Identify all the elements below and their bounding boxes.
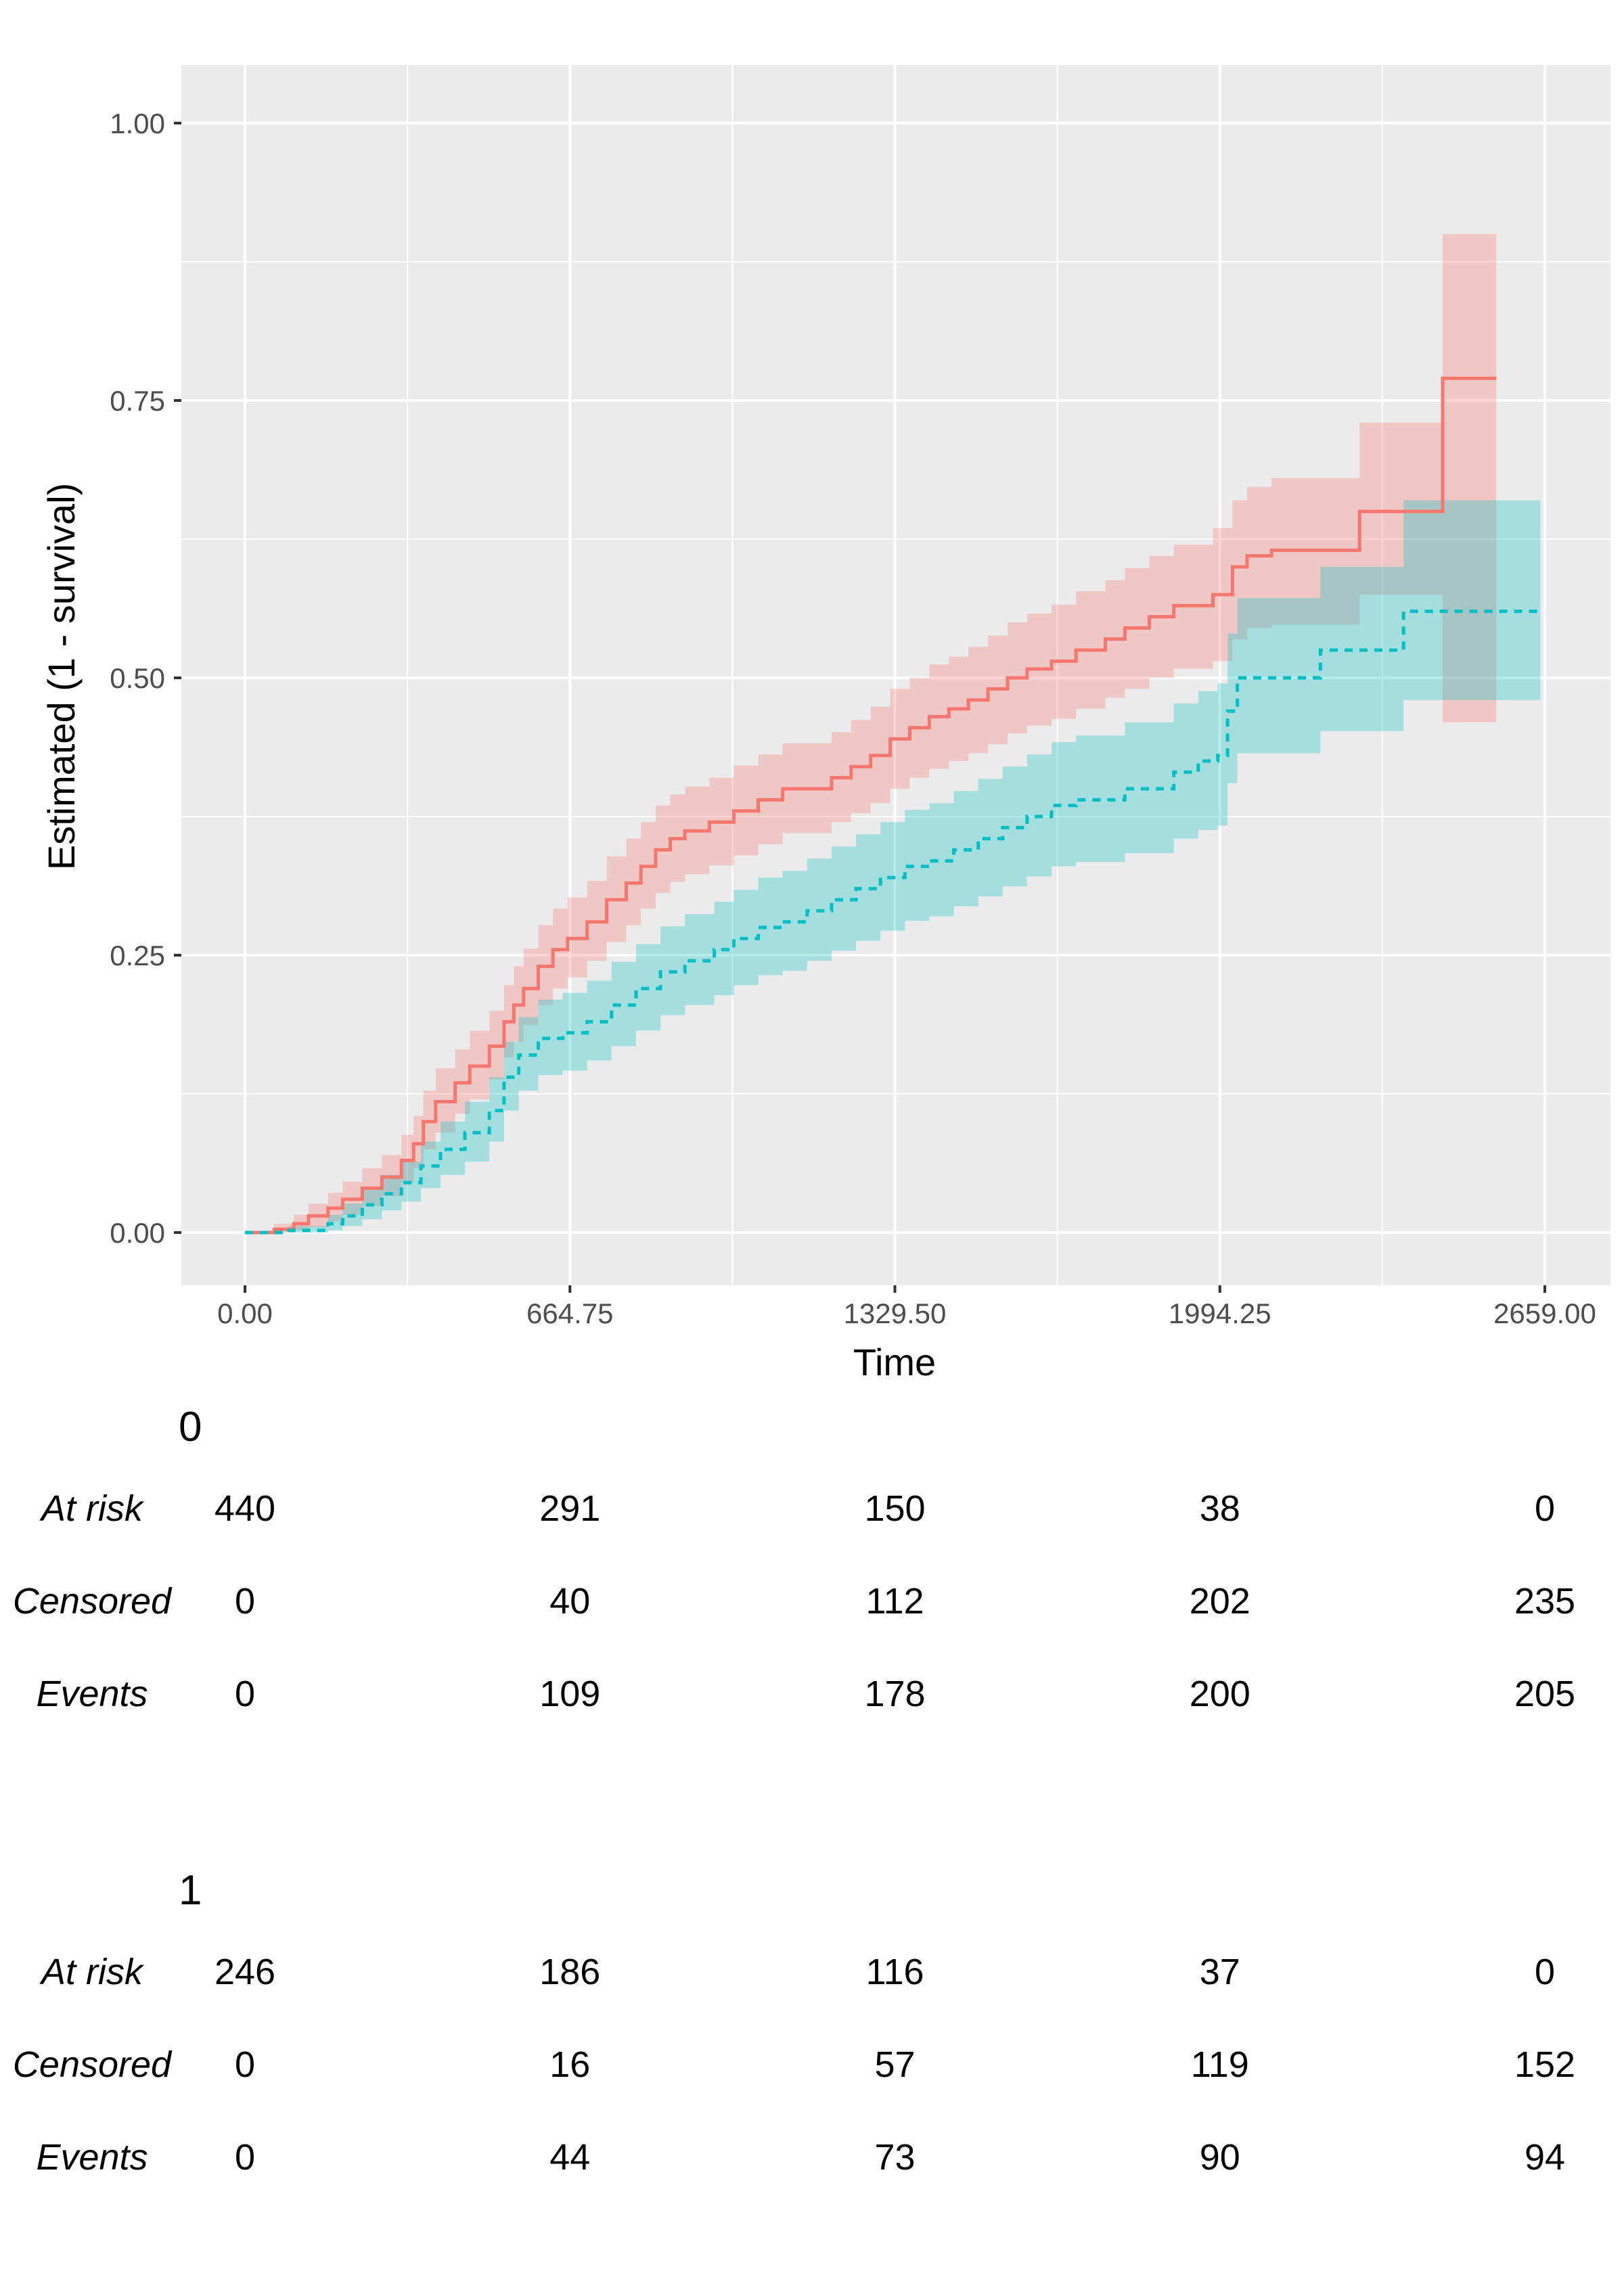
y-tick-label: 0.50 bbox=[110, 662, 165, 694]
risk-table-cell: 186 bbox=[539, 1952, 600, 1992]
risk-table-cell: 291 bbox=[539, 1488, 600, 1529]
risk-table-cell: 235 bbox=[1514, 1581, 1575, 1622]
risk-row-label: At risk bbox=[39, 1488, 145, 1529]
risk-table-cell: 150 bbox=[864, 1488, 925, 1529]
risk-table-cell: 0 bbox=[235, 2137, 255, 2178]
confidence-band-series-0 bbox=[245, 234, 1497, 1233]
risk-table-cell: 73 bbox=[874, 2137, 915, 2178]
risk-table-cell: 112 bbox=[865, 1581, 924, 1622]
x-tick-label: 1994.25 bbox=[1169, 1298, 1271, 1329]
x-tick-label: 664.75 bbox=[526, 1298, 613, 1329]
risk-table-cell: 57 bbox=[874, 2044, 915, 2085]
y-tick-label: 0.25 bbox=[110, 940, 165, 971]
risk-row-label: Events bbox=[36, 2137, 148, 2178]
risk-table-cell: 202 bbox=[1190, 1581, 1250, 1622]
risk-row-label: Censored bbox=[13, 1581, 173, 1622]
risk-table-cell: 0 bbox=[1535, 1952, 1555, 1992]
risk-row-label: At risk bbox=[39, 1952, 145, 1992]
x-tick-label: 2659.00 bbox=[1493, 1298, 1596, 1329]
x-axis-title: Time bbox=[853, 1341, 936, 1383]
series-lines bbox=[245, 376, 1541, 1235]
confidence-band-series-1 bbox=[245, 500, 1541, 1233]
risk-table-cell: 0 bbox=[1535, 1488, 1555, 1529]
y-axis-title: Estimated (1 - survival) bbox=[40, 483, 83, 871]
risk-table-cell: 116 bbox=[865, 1952, 924, 1992]
risk-table-cell: 205 bbox=[1514, 1674, 1575, 1714]
survival-line-series-0 bbox=[245, 376, 1497, 1235]
risk-table-cell: 44 bbox=[549, 2137, 590, 2178]
risk-table-cell: 440 bbox=[215, 1488, 275, 1529]
risk-group-1: 1 At risk 246 186 116 37 0 Censored 0 16 57 119 152 E… bbox=[13, 1867, 1575, 2178]
risk-table-cell: 119 bbox=[1191, 2044, 1249, 2085]
grid-lines bbox=[181, 65, 1610, 1285]
risk-table-cell: 37 bbox=[1200, 1952, 1240, 1992]
risk-table-cell: 109 bbox=[539, 1674, 600, 1714]
risk-table-cell: 94 bbox=[1525, 2137, 1565, 2178]
risk-table-cell: 0 bbox=[235, 1674, 255, 1714]
y-tick-label: 0.75 bbox=[110, 385, 165, 417]
axes: 0.00 0.25 0.50 0.75 1.00 0.00 664.75 1329.50 199… bbox=[110, 108, 1596, 1329]
y-tick-label: 0.00 bbox=[110, 1217, 165, 1249]
risk-group-title: 0 bbox=[179, 1404, 202, 1450]
risk-group-0: 0 At risk 440 291 150 38 0 Censored 0 40 112 202 235… bbox=[13, 1404, 1575, 1714]
risk-table-cell: 16 bbox=[549, 2044, 590, 2085]
risk-group-title: 1 bbox=[179, 1867, 202, 1914]
y-tick-label: 1.00 bbox=[110, 108, 165, 139]
x-tick-label: 1329.50 bbox=[844, 1298, 947, 1329]
x-tick-label: 0.00 bbox=[217, 1298, 273, 1329]
risk-table-cell: 90 bbox=[1200, 2137, 1240, 2178]
risk-table-cell: 246 bbox=[215, 1952, 275, 1992]
risk-row-label: Censored bbox=[13, 2044, 173, 2085]
risk-table-cell: 0 bbox=[235, 2044, 255, 2085]
risk-table-cell: 38 bbox=[1200, 1488, 1240, 1529]
risk-table-cell: 152 bbox=[1514, 2044, 1575, 2085]
risk-row-label: Events bbox=[36, 1674, 148, 1714]
risk-table-cell: 0 bbox=[235, 1581, 255, 1622]
risk-table-cell: 200 bbox=[1190, 1674, 1250, 1714]
confidence-bands bbox=[245, 234, 1541, 1233]
risk-table-cell: 40 bbox=[549, 1581, 590, 1622]
risk-table-cell: 178 bbox=[864, 1674, 925, 1714]
